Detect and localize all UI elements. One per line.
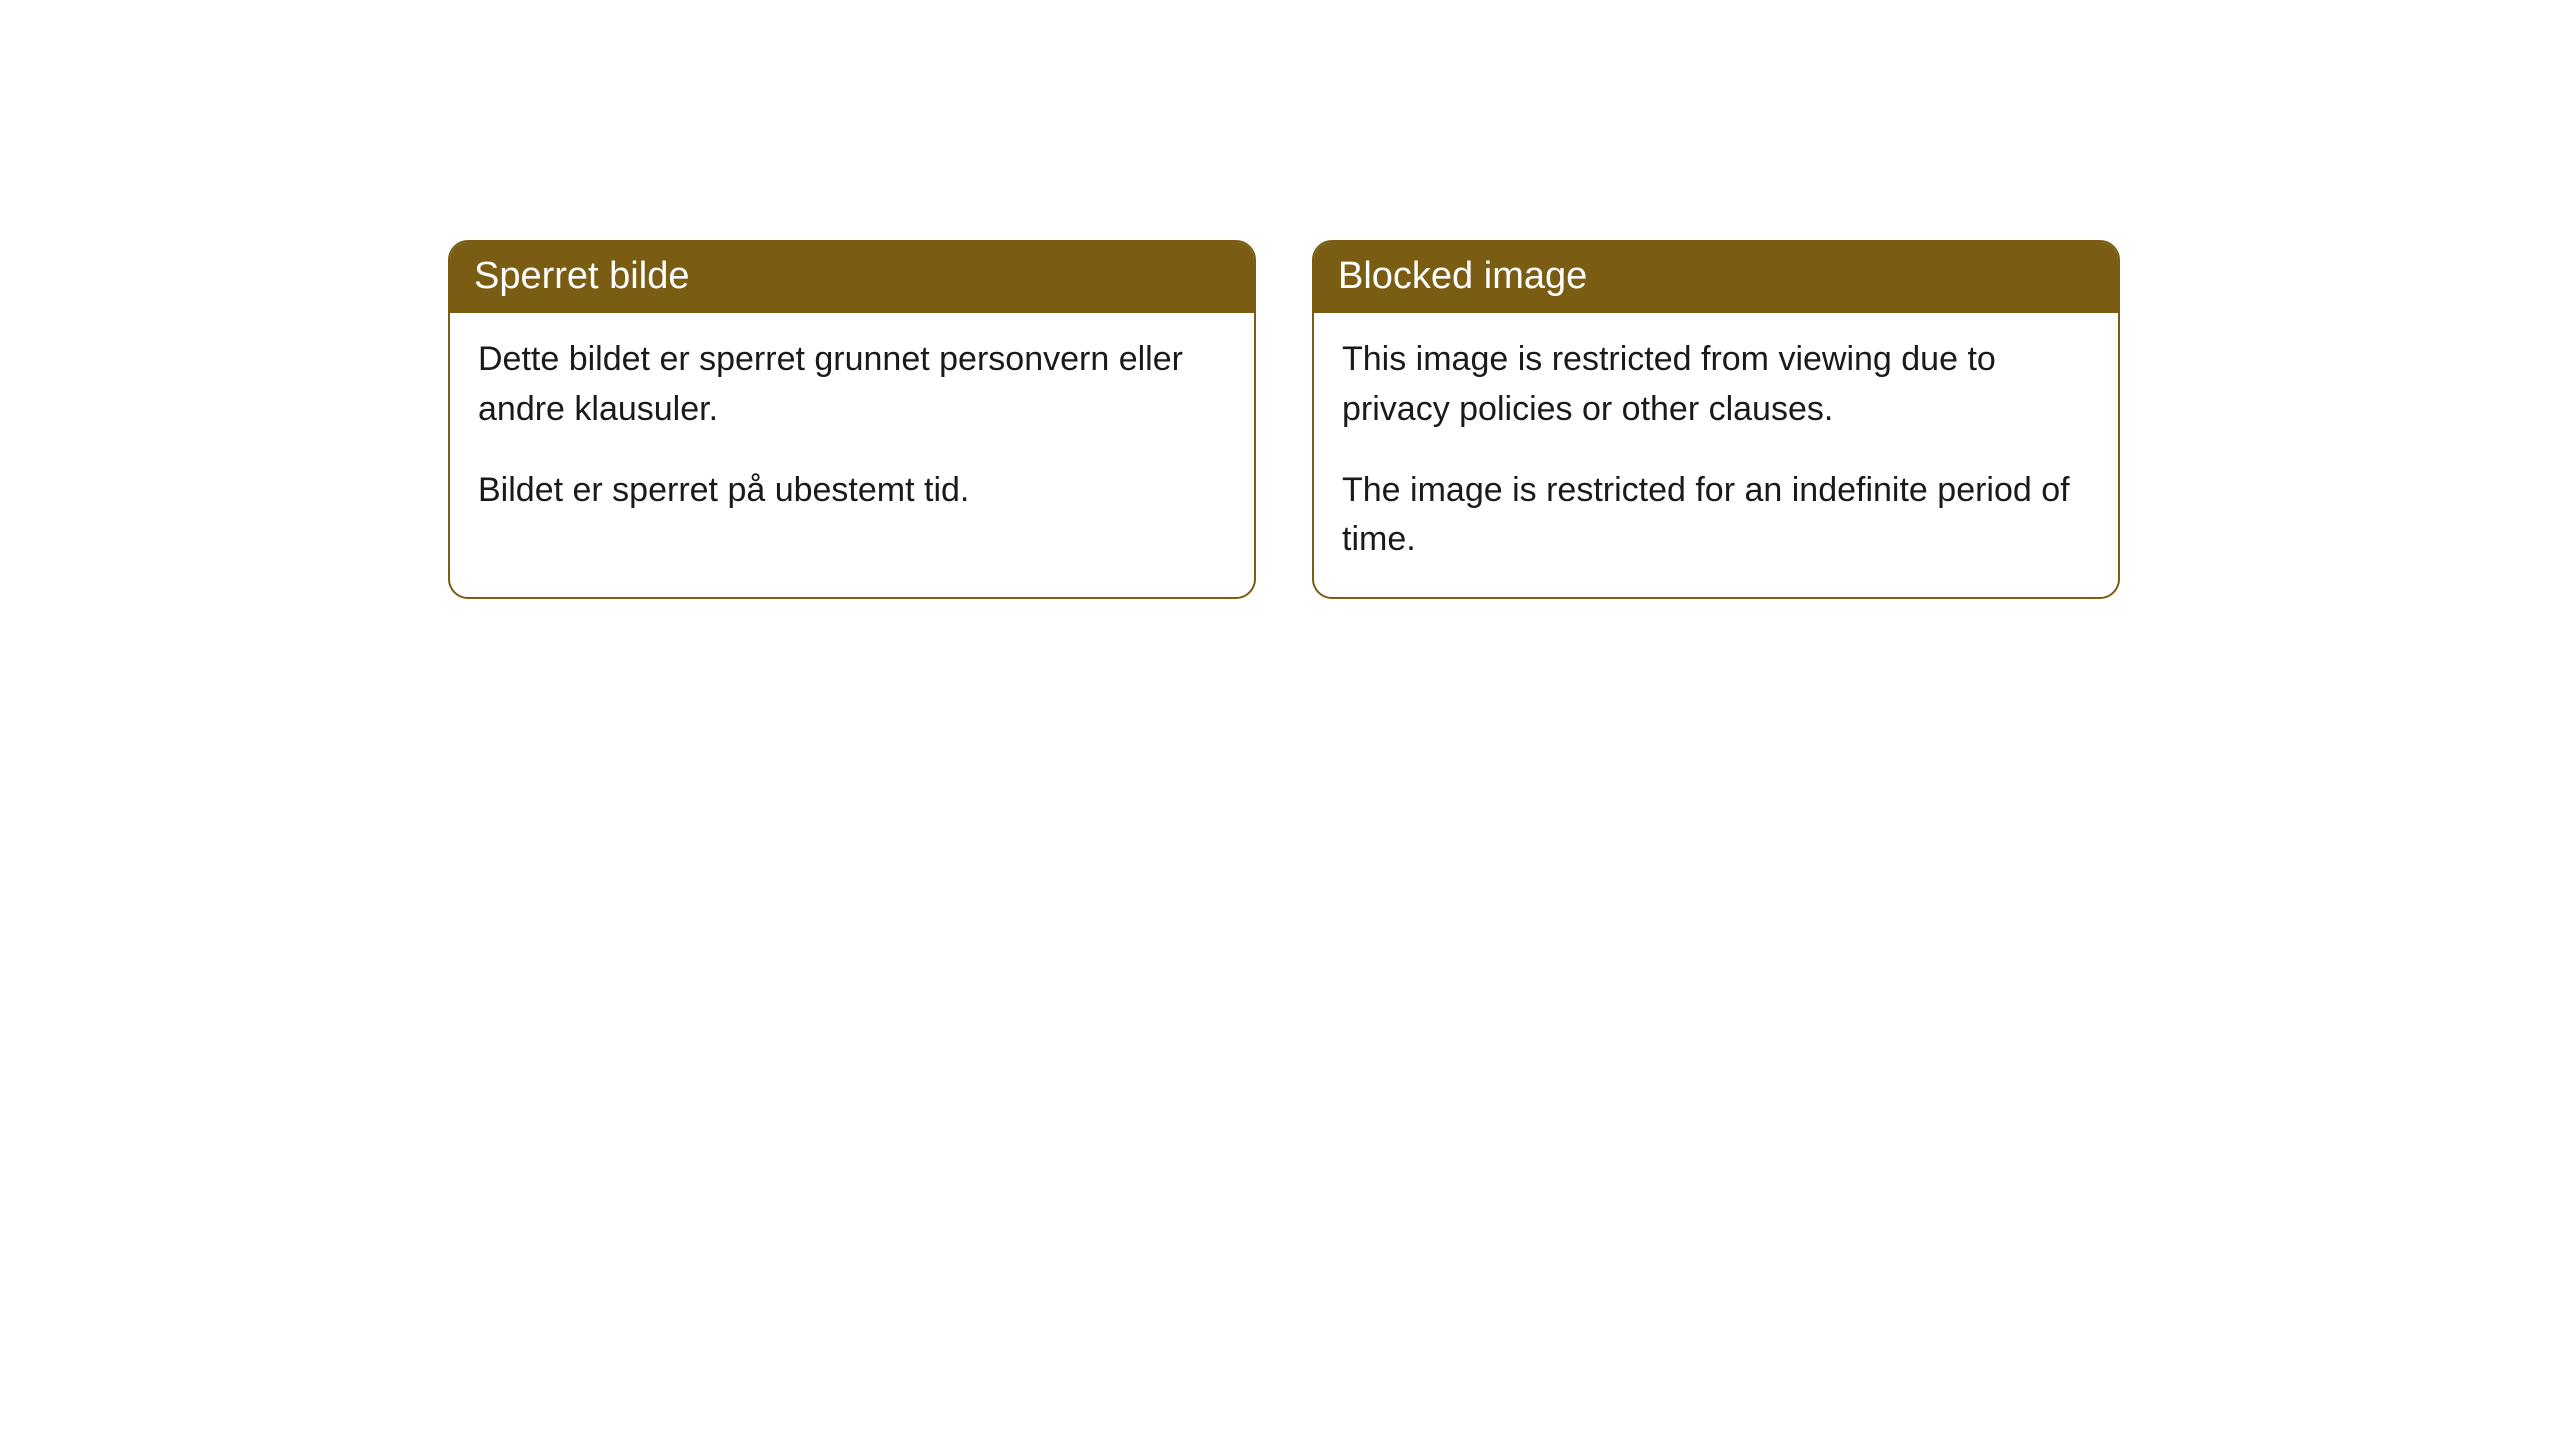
card-paragraph: The image is restricted for an indefinit…	[1342, 466, 2090, 565]
card-paragraph: Bildet er sperret på ubestemt tid.	[478, 466, 1226, 515]
card-paragraph: Dette bildet er sperret grunnet personve…	[478, 335, 1226, 434]
card-paragraph: This image is restricted from viewing du…	[1342, 335, 2090, 434]
card-title: Blocked image	[1314, 242, 2118, 313]
card-body: Dette bildet er sperret grunnet personve…	[450, 313, 1254, 547]
notice-card-norwegian: Sperret bilde Dette bildet er sperret gr…	[448, 240, 1256, 599]
card-title: Sperret bilde	[450, 242, 1254, 313]
notice-container: Sperret bilde Dette bildet er sperret gr…	[448, 240, 2120, 599]
card-body: This image is restricted from viewing du…	[1314, 313, 2118, 596]
notice-card-english: Blocked image This image is restricted f…	[1312, 240, 2120, 599]
